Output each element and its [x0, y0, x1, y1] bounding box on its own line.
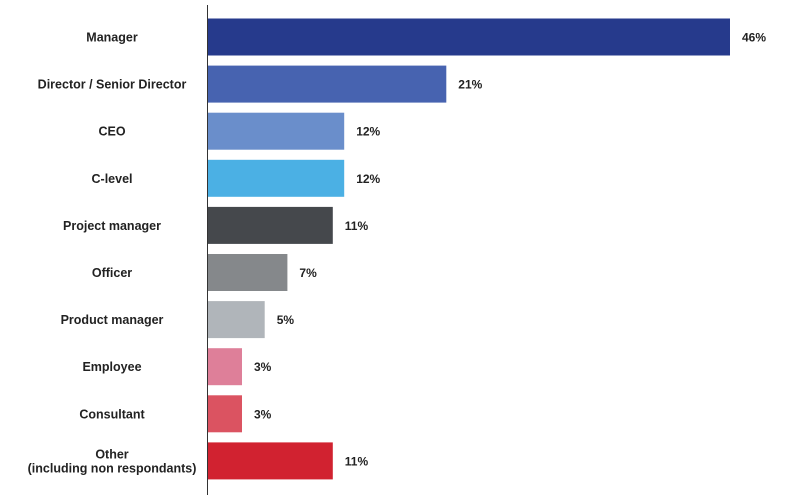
category-label-8: Consultant: [79, 407, 145, 421]
category-label-3: C-level: [92, 172, 133, 186]
bar-4: [208, 206, 333, 244]
bar-0: [208, 18, 730, 56]
category-label-6: Product manager: [61, 313, 164, 327]
value-label-0: 46%: [742, 31, 766, 45]
category-labels-group: Manager Director / Senior Director CEO C-le…: [28, 31, 197, 476]
category-label-1: Director / Senior Director: [38, 78, 187, 92]
bar-2: [208, 112, 345, 150]
bar-3: [208, 159, 345, 197]
bar-1: [208, 65, 447, 103]
category-label-0: Manager: [86, 31, 138, 45]
value-label-2: 12%: [356, 125, 380, 139]
bar-8: [208, 395, 242, 433]
value-label-9: 11%: [345, 454, 369, 468]
category-label-9: Other (including non respondants): [28, 447, 197, 475]
bar-7: [208, 348, 242, 386]
bars-group: [208, 18, 730, 480]
bar-6: [208, 301, 265, 339]
bar-5: [208, 254, 288, 291]
category-label-2: CEO: [98, 125, 125, 139]
bar-9: [208, 442, 333, 480]
category-label-4: Project manager: [63, 219, 161, 233]
category-label-5: Officer: [92, 266, 132, 280]
value-label-7: 3%: [254, 360, 272, 374]
category-label-7: Employee: [82, 360, 141, 374]
value-label-4: 11%: [345, 219, 369, 233]
value-label-3: 12%: [356, 172, 380, 186]
value-label-5: 7%: [299, 266, 317, 280]
value-label-8: 3%: [254, 407, 272, 421]
value-labels-group: 46% 21% 12% 12% 11% 7% 5% 3% 3% 11%: [254, 31, 766, 469]
value-label-1: 21%: [458, 78, 482, 92]
value-label-6: 5%: [277, 313, 295, 327]
